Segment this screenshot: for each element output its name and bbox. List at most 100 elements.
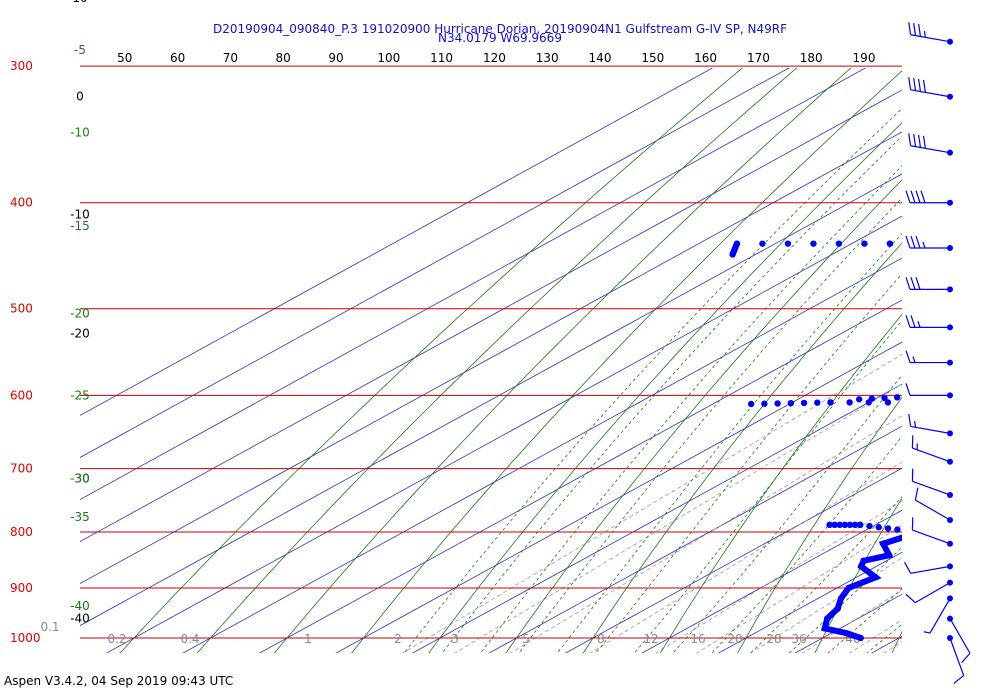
dewpoint-excursion-point bbox=[747, 400, 755, 408]
dewpoint-excursion-point bbox=[884, 525, 892, 532]
top-temperature-tick: 100 bbox=[377, 51, 400, 65]
footer-version: Aspen V3.4.2, 04 Sep 2019 09:43 UTC bbox=[4, 674, 234, 688]
dewpoint-excursion-point bbox=[784, 240, 792, 247]
dewpoint-trace-point bbox=[821, 625, 828, 632]
wind-barb-half-flag bbox=[923, 31, 926, 38]
mixing-ratio-label: 16 bbox=[690, 632, 705, 646]
wind-barb bbox=[908, 413, 953, 437]
pressure-label: 300 bbox=[10, 59, 33, 73]
wind-barb bbox=[947, 635, 965, 684]
wind-barb-half-flag bbox=[914, 420, 917, 428]
moist-adiabat-line bbox=[518, 197, 902, 653]
mixing-ratio-label: 12 bbox=[643, 632, 658, 646]
wind-barb-flag bbox=[918, 23, 922, 37]
dewpoint-trace-point bbox=[860, 557, 867, 564]
wind-barb-half-flag bbox=[917, 321, 921, 328]
wind-barb-shaft bbox=[915, 499, 951, 521]
wind-barb-flag bbox=[915, 277, 921, 290]
dewpoint-excursion-point bbox=[836, 521, 843, 529]
isotherm-line bbox=[80, 173, 902, 627]
wind-barb-flag bbox=[913, 134, 917, 147]
dry-adiabat-label: -5 bbox=[74, 43, 86, 57]
dewpoint-excursion-point bbox=[861, 240, 868, 247]
temperature-trace-line bbox=[961, 0, 1000, 638]
dewpoint-excursion-point bbox=[855, 396, 863, 403]
isotherm-line bbox=[258, 299, 902, 653]
isotherm-line bbox=[870, 635, 902, 653]
dewpoint-excursion bbox=[855, 393, 987, 403]
moist-adiabat-line bbox=[933, 0, 1000, 661]
dewpoint-excursion-point bbox=[841, 521, 849, 529]
wind-barb-half-flag bbox=[912, 356, 916, 363]
dewpoint-excursion-point bbox=[966, 239, 972, 245]
dewpoint-excursion-point bbox=[810, 240, 817, 247]
dewpoint-trace-point bbox=[834, 605, 841, 612]
wind-barb bbox=[914, 487, 953, 523]
wind-barb bbox=[911, 435, 953, 465]
wind-barb-flag bbox=[918, 134, 922, 148]
left-temperature-label: -30 bbox=[70, 472, 90, 486]
isotherm-line bbox=[933, 0, 1000, 661]
dewpoint-excursion-point bbox=[875, 524, 882, 531]
dry-adiabat-line bbox=[428, 122, 902, 653]
dewpoint-trace-point bbox=[969, 492, 975, 498]
moist-adiabat-line bbox=[749, 495, 902, 653]
chart-title-line-1: D20190904_090840_P.3 191020900 Hurricane… bbox=[213, 22, 787, 36]
dry-adiabat-label: -35 bbox=[70, 510, 90, 524]
wind-barb bbox=[905, 277, 953, 293]
wind-barb-flag bbox=[908, 133, 912, 146]
dewpoint-excursion-point bbox=[761, 400, 768, 407]
wind-barb bbox=[905, 383, 953, 399]
left-temperature-label: -10 bbox=[70, 207, 90, 221]
dewpoint-excursion-point bbox=[846, 521, 854, 529]
chart-grid bbox=[80, 0, 1000, 662]
dewpoint-excursion-point bbox=[827, 399, 834, 406]
wind-barb-shaft bbox=[910, 425, 951, 434]
dewpoint-excursion bbox=[747, 399, 892, 408]
isotherm-line bbox=[80, 68, 714, 416]
left-temperature-label: 10 bbox=[72, 0, 87, 5]
dry-adiabat-label: -30 bbox=[70, 472, 90, 486]
dewpoint-excursion-point bbox=[971, 393, 977, 399]
wind-barb bbox=[908, 133, 953, 156]
wind-barb-flag bbox=[913, 78, 917, 91]
dewpoint-trace-point bbox=[990, 465, 996, 471]
dewpoint-excursion-point bbox=[787, 399, 795, 407]
chart-labels: 1000900800700600500400300200100-11050607… bbox=[10, 0, 875, 646]
moist-adiabat-line bbox=[556, 232, 902, 653]
dewpoint-excursion-point bbox=[940, 239, 946, 245]
dewpoint-excursion bbox=[729, 238, 999, 258]
wind-barb-flag bbox=[908, 77, 912, 90]
dry-adiabat-label: -10 bbox=[70, 125, 90, 139]
wind-barb-flag bbox=[920, 190, 926, 203]
wind-barb-shaft bbox=[949, 618, 971, 654]
dry-adiabat-line bbox=[273, 68, 852, 653]
dewpoint-excursion-point bbox=[993, 238, 999, 244]
wind-barb-flag bbox=[961, 652, 971, 664]
wind-barb-half-flag bbox=[922, 241, 926, 249]
wind-barb bbox=[905, 235, 953, 252]
mixing-ratio-line bbox=[974, 215, 1000, 662]
dewpoint-trace-point bbox=[872, 574, 879, 581]
dewpoint-trace bbox=[821, 465, 996, 642]
dewpoint-trace-point bbox=[857, 634, 864, 642]
mixing-ratio-label: 28 bbox=[766, 632, 781, 646]
top-temperature-tick: 160 bbox=[694, 51, 717, 65]
dewpoint-excursion-point bbox=[800, 399, 808, 407]
temperature-trace-point bbox=[965, 625, 971, 631]
top-temperature-tick: 90 bbox=[328, 51, 343, 65]
wind-barb bbox=[908, 22, 953, 45]
temperature-trace-point bbox=[965, 635, 971, 641]
dewpoint-trace-point bbox=[942, 504, 948, 510]
dewpoint-excursion-point bbox=[981, 393, 987, 399]
wind-barb-flag bbox=[905, 383, 911, 396]
wind-barb-shaft bbox=[915, 582, 951, 604]
wind-barb-flag bbox=[953, 675, 965, 684]
temperature-trace-point bbox=[982, 615, 988, 621]
isotherm-line bbox=[794, 593, 902, 653]
wind-barb bbox=[947, 615, 971, 664]
dry-adiabat-line bbox=[351, 70, 902, 653]
wind-barb-flag bbox=[905, 190, 911, 203]
dewpoint-trace-point bbox=[857, 563, 865, 570]
top-temperature-tick: 170 bbox=[747, 51, 770, 65]
